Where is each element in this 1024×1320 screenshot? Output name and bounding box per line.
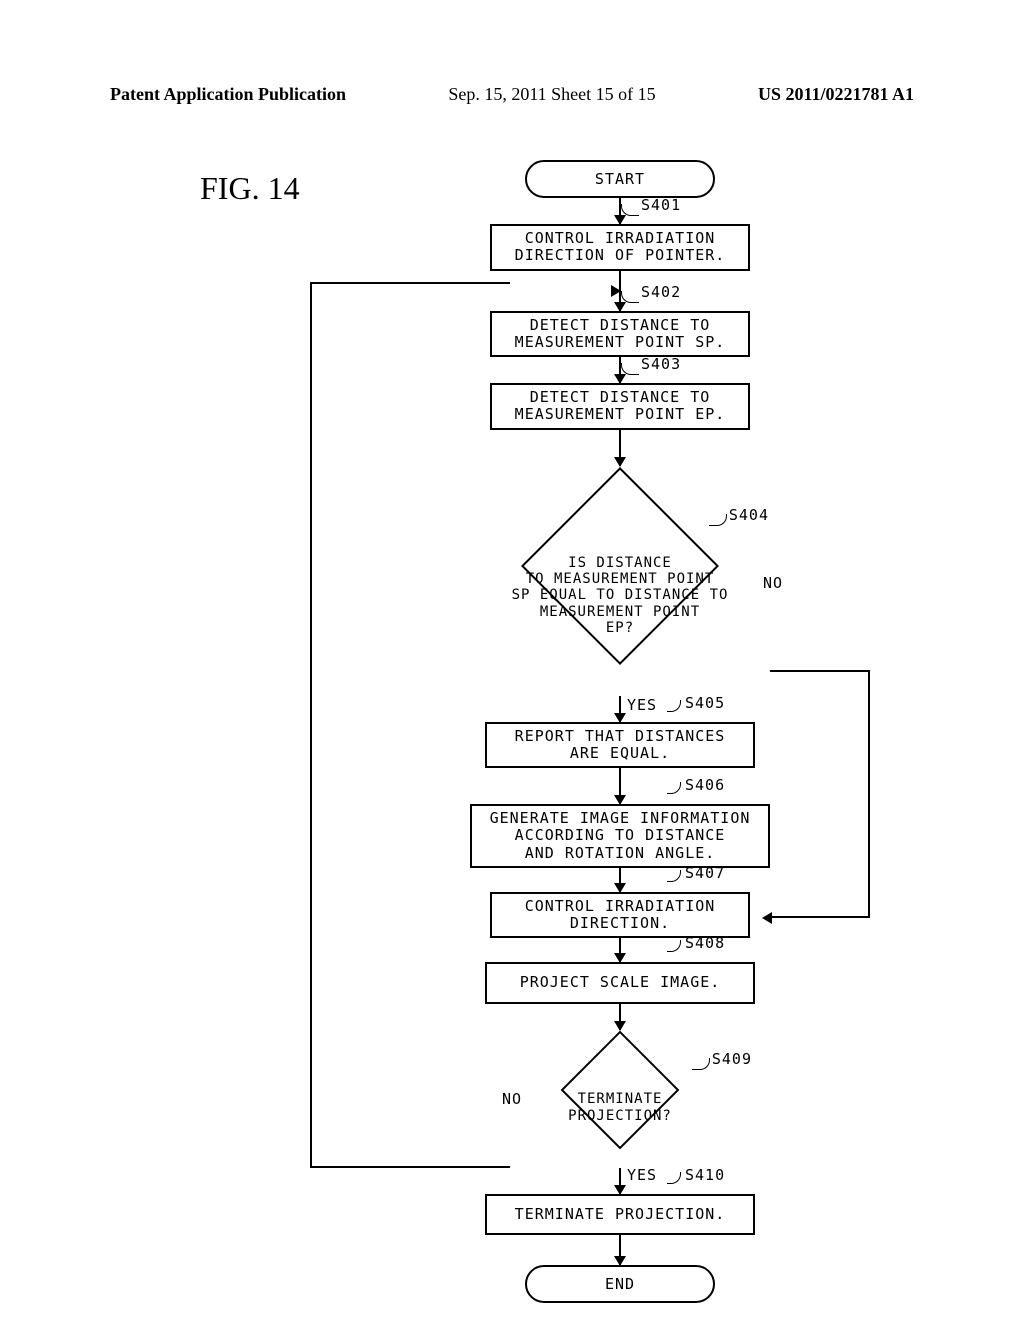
end-terminal: END (525, 1265, 715, 1303)
step-id: S401 (641, 196, 681, 214)
start-terminal: START (525, 160, 715, 198)
connector: S403 (619, 357, 621, 383)
branch-no: NO (763, 574, 783, 592)
connector (619, 1235, 621, 1265)
no-branch-line (770, 670, 870, 918)
decision-label: TERMINATE PROJECTION? (568, 1091, 672, 1123)
connector: S406 (619, 768, 621, 804)
process-s408: PROJECT SCALE IMAGE. (485, 962, 755, 1003)
decision-s409: TERMINATE PROJECTION? S409 NO (510, 1048, 730, 1168)
connector (619, 430, 621, 466)
step-id: S409 (712, 1050, 752, 1068)
decision-text: IS DISTANCE TO MEASUREMENT POINT SP EQUA… (465, 496, 775, 696)
process-text: CONTROL IRRADIATION DIRECTION. (525, 897, 716, 932)
connector: S408 (619, 938, 621, 962)
decision-s404: IS DISTANCE TO MEASUREMENT POINT SP EQUA… (465, 496, 775, 696)
step-hook-icon (667, 1172, 681, 1184)
figure-label: FIG. 14 (200, 170, 300, 207)
connector: S402 (619, 271, 621, 311)
process-s406: GENERATE IMAGE INFORMATION ACCORDING TO … (470, 804, 770, 868)
process-s407: CONTROL IRRADIATION DIRECTION. (490, 892, 750, 939)
process-s401: CONTROL IRRADIATION DIRECTION OF POINTER… (490, 224, 750, 271)
arrow-down-icon (614, 1021, 626, 1031)
arrow-down-icon (614, 457, 626, 467)
process-text: DETECT DISTANCE TO MEASUREMENT POINT SP. (515, 316, 726, 351)
process-text: GENERATE IMAGE INFORMATION ACCORDING TO … (490, 809, 751, 862)
step-id: S410 (685, 1166, 725, 1184)
connector: YES S410 (619, 1168, 621, 1194)
process-s403: DETECT DISTANCE TO MEASUREMENT POINT EP. (490, 383, 750, 430)
end-label: END (605, 1275, 635, 1293)
step-hook-icon (667, 870, 681, 882)
header-right: US 2011/0221781 A1 (758, 84, 914, 105)
flowchart: START S401 CONTROL IRRADIATION DIRECTION… (340, 160, 900, 1303)
branch-yes: YES (627, 696, 657, 714)
page-header: Patent Application Publication Sep. 15, … (0, 84, 1024, 105)
header-center: Sep. 15, 2011 Sheet 15 of 15 (448, 84, 655, 105)
arrow-right-icon (611, 285, 621, 297)
process-s405: REPORT THAT DISTANCES ARE EQUAL. (485, 722, 755, 769)
connector (619, 1004, 621, 1030)
process-text: PROJECT SCALE IMAGE. (520, 973, 721, 991)
loop-back-line (310, 282, 510, 1168)
process-text: TERMINATE PROJECTION. (515, 1205, 726, 1223)
process-s410: TERMINATE PROJECTION. (485, 1194, 755, 1235)
process-text: REPORT THAT DISTANCES ARE EQUAL. (515, 727, 726, 762)
header-left: Patent Application Publication (110, 84, 346, 105)
process-s402: DETECT DISTANCE TO MEASUREMENT POINT SP. (490, 311, 750, 358)
step-id: S403 (641, 355, 681, 373)
step-id: S408 (685, 934, 725, 952)
step-id: S406 (685, 776, 725, 794)
process-text: CONTROL IRRADIATION DIRECTION OF POINTER… (515, 229, 726, 264)
connector: S407 (619, 868, 621, 892)
step-hook-icon (667, 782, 681, 794)
step-id: S407 (685, 864, 725, 882)
decision-label: IS DISTANCE TO MEASUREMENT POINT SP EQUA… (512, 555, 729, 635)
connector: S401 (619, 198, 621, 224)
step-id: S404 (729, 506, 769, 524)
step-id: S405 (685, 694, 725, 712)
branch-yes: YES (627, 1166, 657, 1184)
step-id: S402 (641, 283, 681, 301)
process-text: DETECT DISTANCE TO MEASUREMENT POINT EP. (515, 388, 726, 423)
step-hook-icon (667, 700, 681, 712)
arrow-left-icon (762, 912, 772, 924)
step-hook-icon (667, 940, 681, 952)
step-hook-icon (621, 291, 639, 303)
start-label: START (595, 170, 645, 188)
connector: YES S405 (619, 696, 621, 722)
